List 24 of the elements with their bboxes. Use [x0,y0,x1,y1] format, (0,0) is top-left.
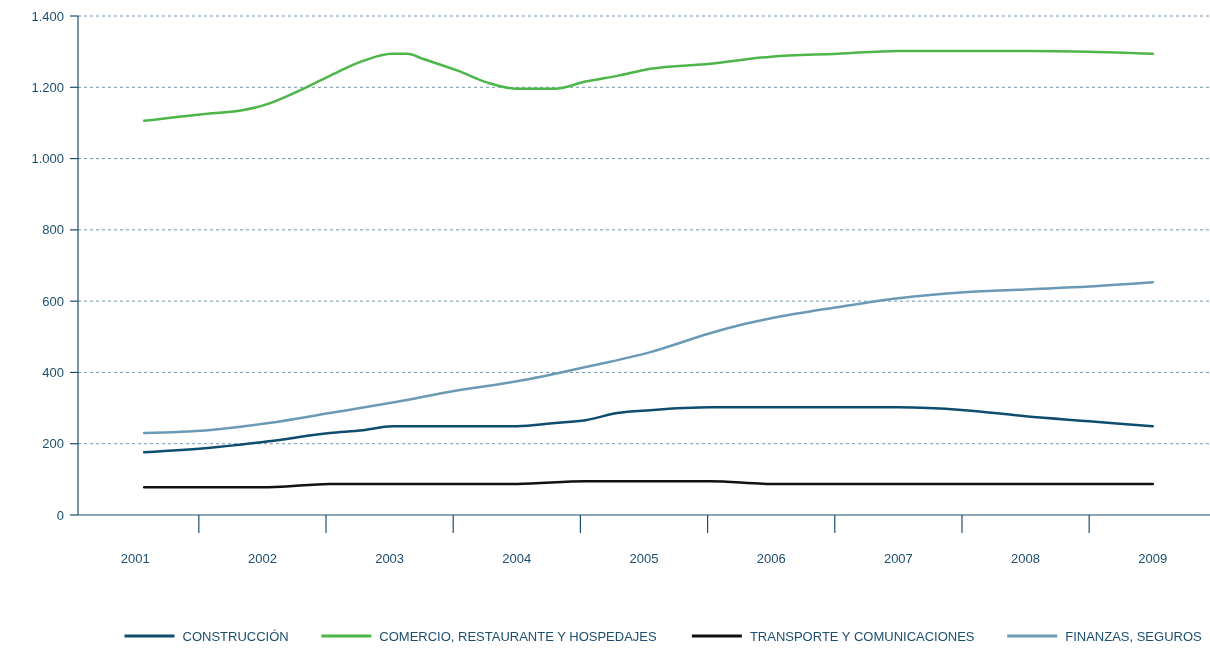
x-tick-label: 2001 [120,551,150,566]
legend-label: COMERCIO, RESTAURANTE Y HOSPEDAJES [379,628,658,644]
y-tick-label: 1.200 [31,79,64,95]
y-tick-label: 1.400 [31,8,64,24]
x-tick-label: 2008 [1011,551,1041,566]
legend-label: TRANSPORTE Y COMUNICACIONES [749,628,975,644]
x-tick-label: 2007 [883,551,913,566]
line-series [142,406,1155,454]
x-tick-label: 2003 [375,551,405,566]
line-series [142,49,1155,123]
y-tick-label: 800 [42,222,64,238]
x-tick-label: 2002 [247,551,277,566]
y-tick-label: 1.000 [31,151,64,167]
y-tick-label: 0 [56,507,64,523]
x-tick-label: 2009 [1138,551,1168,566]
line-series [142,281,1155,435]
y-tick-label: 600 [42,293,64,309]
legend-label: CONSTRUCCIÓN [182,628,289,644]
x-tick-label: 2005 [629,551,659,566]
x-tick-label: 2004 [502,551,532,566]
y-tick-label: 400 [42,364,64,380]
legend-label: FINANZAS, SEGUROS [1065,628,1203,644]
x-tick-label: 2006 [756,551,786,566]
y-tick-label: 200 [42,436,64,452]
